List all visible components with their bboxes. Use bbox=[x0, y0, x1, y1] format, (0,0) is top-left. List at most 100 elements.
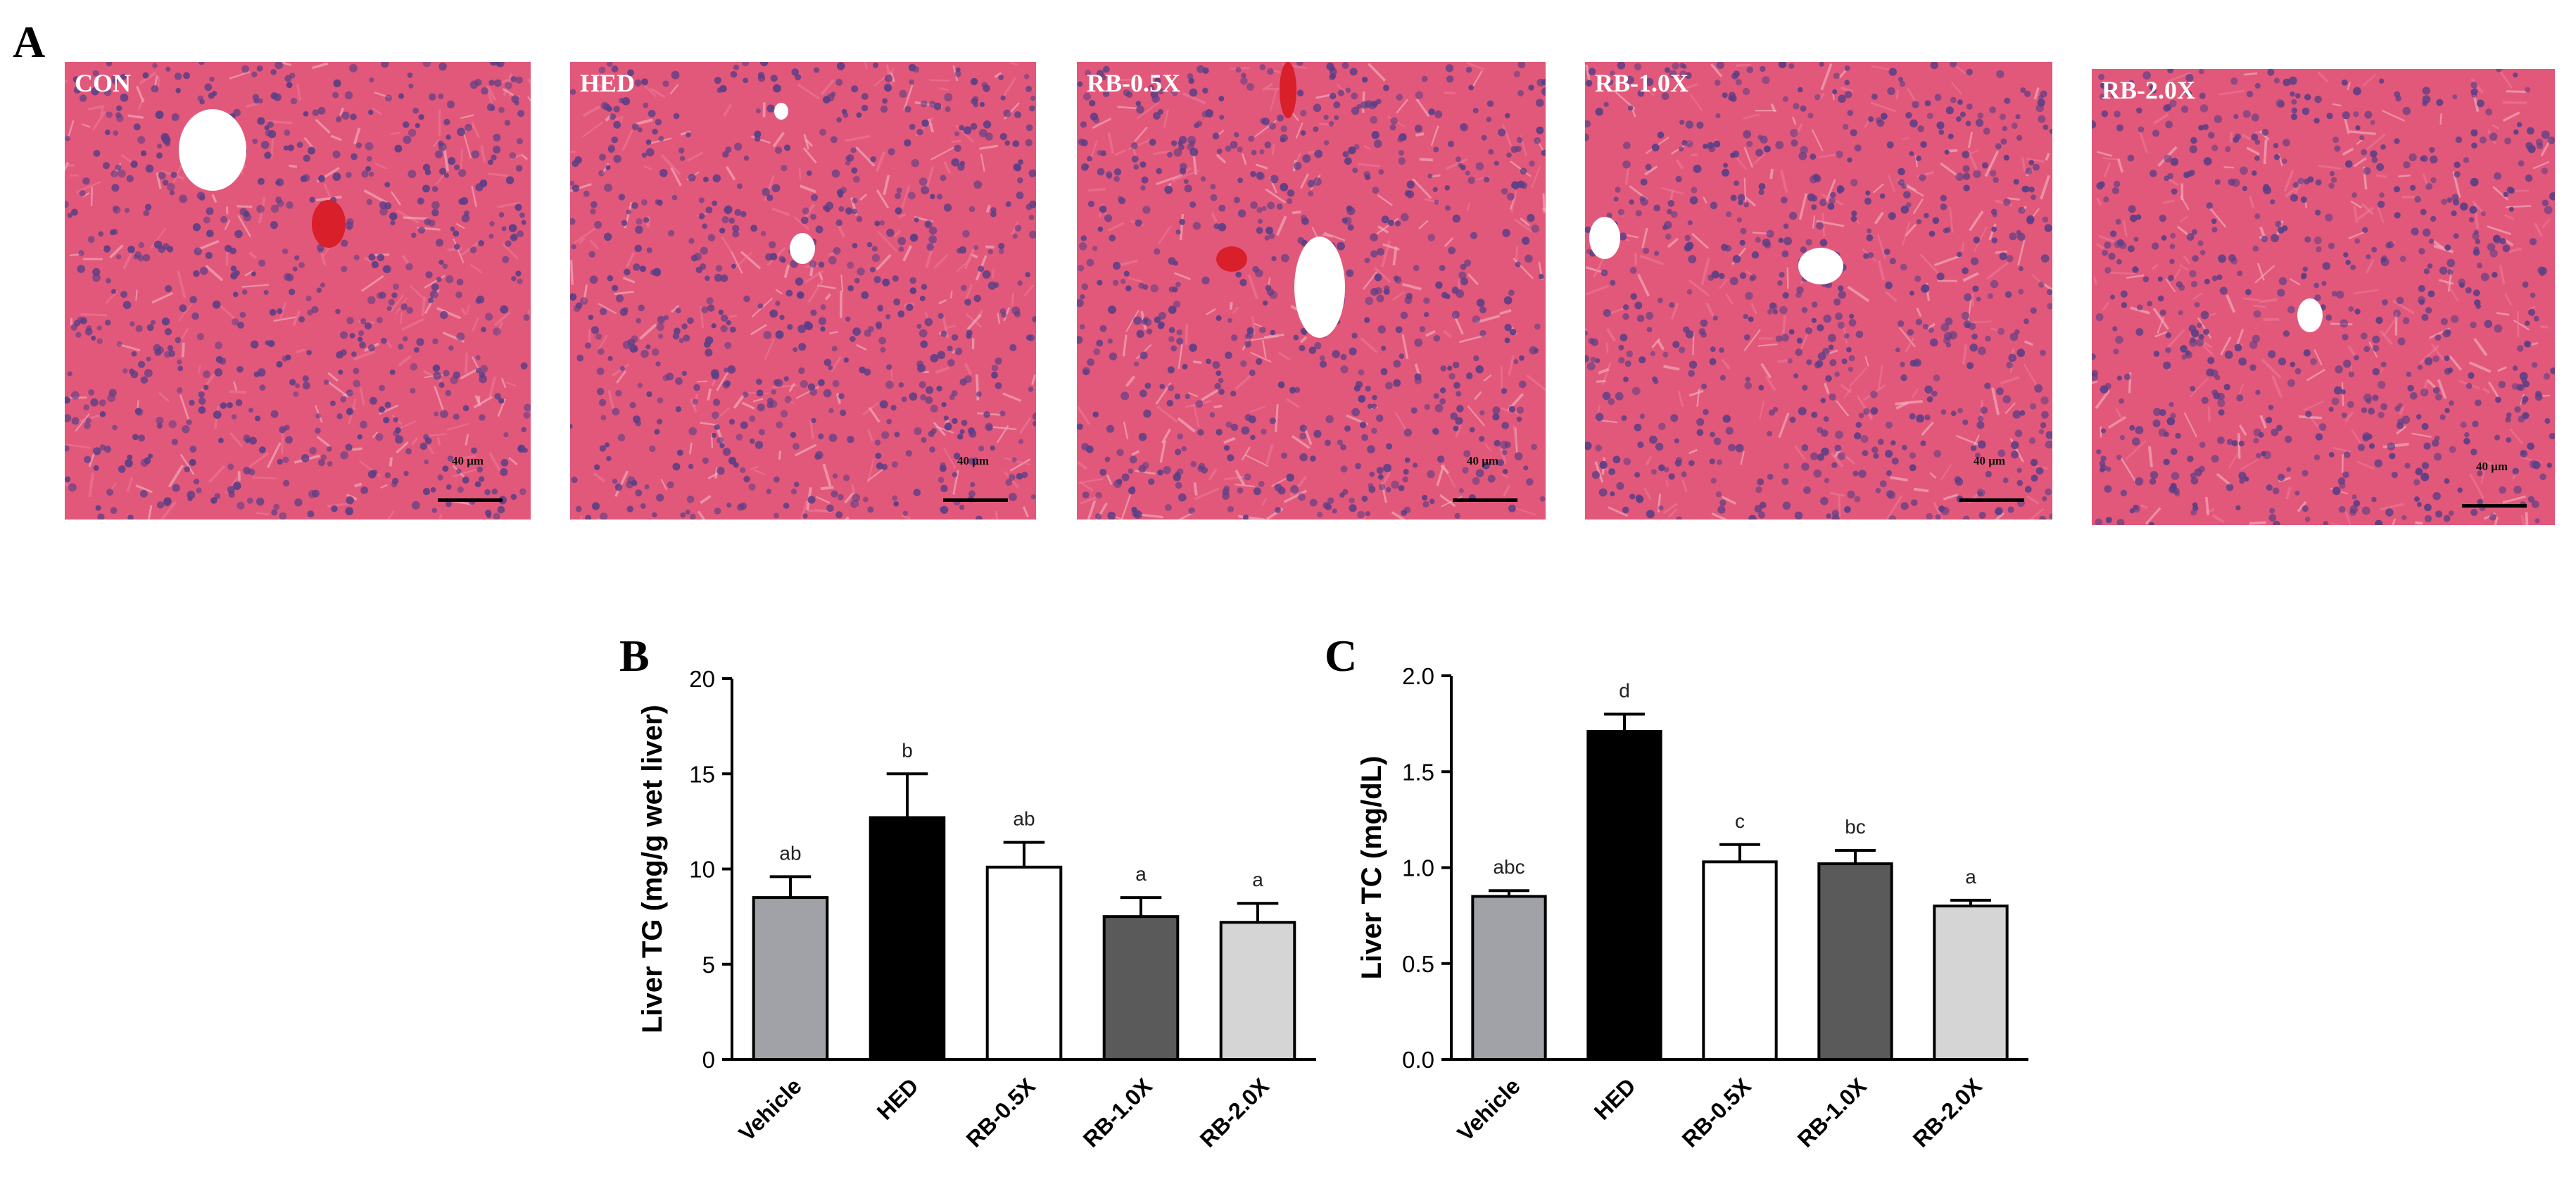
cell-nucleus bbox=[744, 156, 749, 160]
cell-nucleus bbox=[1641, 179, 1648, 186]
cell-nucleus bbox=[585, 342, 591, 348]
cell-nucleus bbox=[2421, 155, 2428, 162]
cell-nucleus bbox=[1506, 153, 1511, 158]
cell-nucleus bbox=[716, 467, 725, 475]
sinusoid-streak bbox=[1962, 243, 1964, 251]
cell-nucleus bbox=[267, 340, 274, 347]
cell-nucleus bbox=[2361, 407, 2367, 413]
cell-nucleus bbox=[920, 296, 926, 301]
cell-nucleus bbox=[2283, 139, 2290, 146]
cell-nucleus bbox=[886, 419, 892, 424]
cell-nucleus bbox=[1378, 474, 1384, 480]
sinusoid-streak bbox=[1420, 159, 1433, 160]
cell-nucleus bbox=[2228, 179, 2235, 186]
cell-nucleus bbox=[2444, 408, 2449, 413]
cell-nucleus bbox=[601, 415, 607, 420]
cell-nucleus bbox=[403, 471, 408, 476]
cell-nucleus bbox=[2495, 397, 2501, 403]
scale-bar-label: 40 μm bbox=[957, 454, 989, 467]
cell-nucleus bbox=[1352, 168, 1358, 173]
sinusoid-streak bbox=[821, 487, 833, 489]
cell-nucleus bbox=[521, 363, 528, 370]
cell-nucleus bbox=[471, 448, 477, 454]
bar bbox=[1472, 896, 1545, 1059]
cell-nucleus bbox=[1919, 174, 1926, 181]
cell-nucleus bbox=[1164, 186, 1173, 194]
cell-nucleus bbox=[1370, 233, 1378, 241]
cell-nucleus bbox=[2425, 357, 2433, 365]
cell-nucleus bbox=[1520, 182, 1527, 189]
cell-nucleus bbox=[2268, 514, 2276, 522]
cell-nucleus bbox=[1372, 131, 1379, 139]
significance-label: b bbox=[902, 739, 913, 761]
cell-nucleus bbox=[206, 252, 213, 259]
cell-nucleus bbox=[645, 344, 650, 349]
cell-nucleus bbox=[1978, 347, 1986, 355]
cell-nucleus bbox=[1227, 506, 1234, 512]
cell-nucleus bbox=[2294, 491, 2299, 496]
cell-nucleus bbox=[1870, 391, 1878, 398]
cell-nucleus bbox=[1080, 121, 1087, 127]
cell-nucleus bbox=[1740, 272, 1746, 279]
cell-nucleus bbox=[906, 450, 912, 456]
cell-nucleus bbox=[420, 443, 427, 450]
cell-nucleus bbox=[424, 459, 429, 464]
cell-nucleus bbox=[2100, 467, 2104, 472]
cell-nucleus bbox=[2354, 239, 2360, 244]
cell-nucleus bbox=[612, 285, 618, 291]
cell-nucleus bbox=[1381, 346, 1386, 351]
cell-nucleus bbox=[884, 83, 892, 92]
cell-nucleus bbox=[1024, 74, 1029, 79]
cell-nucleus bbox=[1453, 426, 1459, 432]
cell-nucleus bbox=[1688, 220, 1693, 225]
cell-nucleus bbox=[129, 369, 134, 374]
cell-nucleus bbox=[2252, 246, 2259, 252]
cell-nucleus bbox=[1962, 420, 1968, 425]
cell-nucleus bbox=[1256, 358, 1262, 365]
cell-nucleus bbox=[1767, 431, 1772, 436]
cell-nucleus bbox=[781, 165, 787, 171]
cell-nucleus bbox=[964, 126, 972, 134]
cell-nucleus bbox=[408, 84, 413, 89]
cell-nucleus bbox=[1424, 404, 1430, 410]
cell-nucleus bbox=[2397, 422, 2404, 429]
cell-nucleus bbox=[457, 127, 465, 136]
cell-nucleus bbox=[591, 326, 599, 334]
cell-nucleus bbox=[1205, 109, 1213, 118]
cell-nucleus bbox=[1120, 279, 1125, 284]
cell-nucleus bbox=[1655, 443, 1663, 451]
cell-nucleus bbox=[519, 213, 525, 218]
sinusoid-streak bbox=[1995, 251, 2007, 253]
cell-nucleus bbox=[2275, 221, 2281, 227]
cell-nucleus bbox=[1077, 423, 1083, 429]
cell-nucleus bbox=[1156, 168, 1162, 175]
x-tick-label: RB-1.0X bbox=[1793, 1073, 1872, 1152]
cell-nucleus bbox=[493, 327, 500, 335]
cell-nucleus bbox=[2255, 139, 2260, 144]
panel-a-label: A bbox=[13, 20, 45, 65]
sinusoid-streak bbox=[952, 141, 961, 142]
cell-nucleus bbox=[1957, 99, 1963, 105]
cell-nucleus bbox=[484, 489, 491, 496]
cell-nucleus bbox=[2017, 480, 2023, 486]
cell-nucleus bbox=[914, 427, 921, 435]
cell-nucleus bbox=[2038, 282, 2044, 287]
cell-nucleus bbox=[791, 68, 799, 76]
cell-nucleus bbox=[277, 308, 282, 314]
cell-nucleus bbox=[1924, 386, 1933, 394]
cell-nucleus bbox=[2321, 281, 2326, 286]
cell-nucleus bbox=[2425, 515, 2432, 522]
cell-nucleus bbox=[716, 265, 723, 272]
cell-nucleus bbox=[1800, 146, 1807, 153]
cell-nucleus bbox=[2477, 263, 2482, 268]
cell-nucleus bbox=[688, 174, 696, 182]
cell-nucleus bbox=[1712, 270, 1719, 278]
cell-nucleus bbox=[1133, 164, 1139, 170]
cell-nucleus bbox=[433, 372, 441, 380]
cell-nucleus bbox=[886, 229, 895, 237]
cell-nucleus bbox=[1006, 201, 1011, 207]
cell-nucleus bbox=[655, 199, 661, 205]
cell-nucleus bbox=[957, 434, 963, 439]
cell-nucleus bbox=[775, 146, 782, 153]
